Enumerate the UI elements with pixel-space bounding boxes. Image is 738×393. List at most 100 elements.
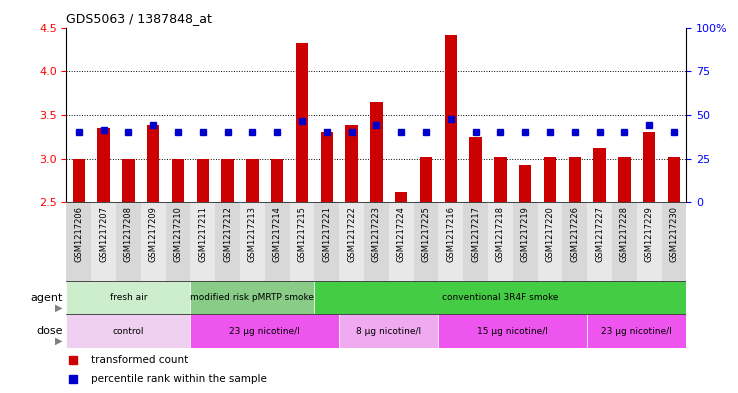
Bar bbox=[444, 35, 457, 202]
Bar bbox=[537, 28, 562, 202]
Text: GSM1217216: GSM1217216 bbox=[446, 206, 455, 262]
Bar bbox=[637, 202, 661, 281]
Bar bbox=[215, 28, 240, 202]
Text: ▶: ▶ bbox=[55, 303, 63, 312]
Bar bbox=[221, 159, 234, 202]
Bar bbox=[395, 192, 407, 202]
Text: GSM1217226: GSM1217226 bbox=[570, 206, 579, 262]
Bar bbox=[265, 202, 289, 281]
Bar bbox=[488, 202, 513, 281]
Bar bbox=[66, 28, 92, 202]
Bar bbox=[463, 28, 488, 202]
Bar bbox=[593, 148, 606, 202]
Bar bbox=[438, 202, 463, 281]
Bar bbox=[463, 202, 488, 281]
Text: 15 μg nicotine/l: 15 μg nicotine/l bbox=[477, 327, 548, 336]
Bar bbox=[215, 202, 240, 281]
Text: 23 μg nicotine/l: 23 μg nicotine/l bbox=[601, 327, 672, 336]
Text: GSM1217217: GSM1217217 bbox=[471, 206, 480, 262]
Bar bbox=[92, 28, 116, 202]
Bar bbox=[190, 314, 339, 348]
Bar bbox=[364, 28, 389, 202]
Text: GSM1217219: GSM1217219 bbox=[521, 206, 530, 262]
Bar bbox=[537, 202, 562, 281]
Bar bbox=[141, 202, 165, 281]
Bar bbox=[165, 28, 190, 202]
Bar bbox=[141, 28, 165, 202]
Text: GSM1217224: GSM1217224 bbox=[397, 206, 406, 262]
Text: 8 μg nicotine/l: 8 μg nicotine/l bbox=[356, 327, 421, 336]
Bar bbox=[339, 314, 438, 348]
Bar bbox=[587, 28, 612, 202]
Bar bbox=[612, 202, 637, 281]
Bar bbox=[190, 28, 215, 202]
Text: agent: agent bbox=[30, 293, 63, 303]
Bar bbox=[568, 157, 581, 202]
Bar bbox=[66, 281, 190, 314]
Bar bbox=[339, 28, 364, 202]
Bar bbox=[420, 157, 432, 202]
Bar bbox=[172, 159, 184, 202]
Bar bbox=[562, 202, 587, 281]
Bar bbox=[190, 202, 215, 281]
Bar bbox=[513, 202, 537, 281]
Bar bbox=[661, 28, 686, 202]
Bar bbox=[587, 202, 612, 281]
Bar bbox=[296, 43, 308, 202]
Bar bbox=[92, 202, 116, 281]
Bar bbox=[438, 28, 463, 202]
Bar bbox=[265, 28, 289, 202]
Text: modified risk pMRTP smoke: modified risk pMRTP smoke bbox=[190, 293, 314, 302]
Text: GSM1217209: GSM1217209 bbox=[149, 206, 158, 262]
Text: control: control bbox=[113, 327, 144, 336]
Bar bbox=[314, 281, 686, 314]
Bar bbox=[123, 159, 134, 202]
Text: GSM1217223: GSM1217223 bbox=[372, 206, 381, 262]
Bar bbox=[190, 281, 314, 314]
Text: GSM1217212: GSM1217212 bbox=[223, 206, 232, 262]
Bar bbox=[289, 28, 314, 202]
Bar bbox=[389, 202, 413, 281]
Bar bbox=[66, 314, 190, 348]
Text: GSM1217213: GSM1217213 bbox=[248, 206, 257, 262]
Text: GSM1217230: GSM1217230 bbox=[669, 206, 678, 262]
Bar bbox=[413, 202, 438, 281]
Bar bbox=[562, 28, 587, 202]
Bar bbox=[240, 202, 265, 281]
Bar bbox=[612, 28, 637, 202]
Bar bbox=[314, 202, 339, 281]
Bar bbox=[370, 102, 382, 202]
Bar bbox=[97, 128, 110, 202]
Bar bbox=[165, 202, 190, 281]
Bar bbox=[469, 137, 482, 202]
Bar bbox=[544, 157, 556, 202]
Bar bbox=[661, 202, 686, 281]
Bar bbox=[246, 159, 258, 202]
Text: transformed count: transformed count bbox=[92, 354, 188, 365]
Text: GSM1217222: GSM1217222 bbox=[347, 206, 356, 262]
Bar bbox=[240, 28, 265, 202]
Text: GSM1217228: GSM1217228 bbox=[620, 206, 629, 262]
Text: GSM1217220: GSM1217220 bbox=[545, 206, 554, 262]
Text: GSM1217225: GSM1217225 bbox=[421, 206, 430, 262]
Bar bbox=[147, 125, 159, 202]
Bar bbox=[643, 132, 655, 202]
Bar bbox=[196, 159, 209, 202]
Text: GSM1217206: GSM1217206 bbox=[75, 206, 83, 262]
Text: GDS5063 / 1387848_at: GDS5063 / 1387848_at bbox=[66, 12, 213, 25]
Bar bbox=[271, 159, 283, 202]
Bar bbox=[488, 28, 513, 202]
Bar bbox=[618, 157, 630, 202]
Bar bbox=[314, 28, 339, 202]
Text: conventional 3R4F smoke: conventional 3R4F smoke bbox=[442, 293, 559, 302]
Bar bbox=[413, 28, 438, 202]
Bar bbox=[66, 202, 92, 281]
Text: ▶: ▶ bbox=[55, 336, 63, 346]
Bar bbox=[364, 202, 389, 281]
Bar bbox=[494, 157, 506, 202]
Text: GSM1217211: GSM1217211 bbox=[199, 206, 207, 262]
Text: GSM1217218: GSM1217218 bbox=[496, 206, 505, 262]
Text: dose: dose bbox=[36, 326, 63, 336]
Text: fresh air: fresh air bbox=[110, 293, 147, 302]
Text: GSM1217210: GSM1217210 bbox=[173, 206, 182, 262]
